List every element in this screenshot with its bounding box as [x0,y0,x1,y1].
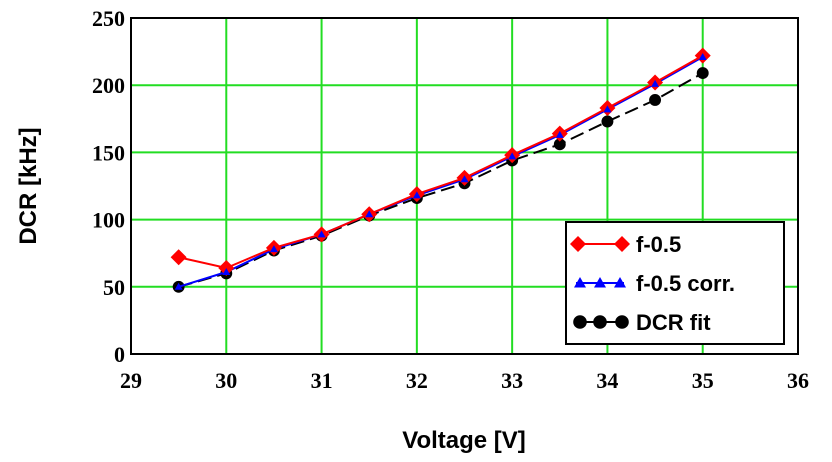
data-point-circle [573,315,587,329]
x-axis-title: Voltage [V] [402,427,526,454]
data-point-triangle [603,105,612,113]
series-group [170,47,711,293]
x-tick-label: 36 [787,368,809,393]
series-line [178,54,704,270]
data-point-circle [696,67,709,80]
data-point-circle [553,138,566,151]
data-point-circle [615,315,629,329]
legend-label: f-0.5 [636,232,681,257]
series-triangle-markers [174,52,707,290]
plot-frame [130,17,799,355]
x-tick-label: 33 [501,368,523,393]
y-tick-label: 150 [92,140,125,165]
y-tick-label: 100 [92,208,125,233]
x-tick-label: 31 [311,368,333,393]
x-tick-label: 30 [215,368,237,393]
y-tick-label: 50 [103,275,125,300]
y-tick-label: 250 [92,6,125,31]
series-line [178,72,704,288]
data-point-triangle [222,268,231,276]
data-point-triangle [460,175,469,183]
legend-label: f-0.5 corr. [636,271,735,296]
data-point-triangle [574,277,586,288]
series-f-0-5-corr- [178,56,704,288]
legend: f-0.5 f-0.5 corr. DCR fit [565,221,785,345]
series-line [178,56,704,288]
data-point-triangle [594,277,606,288]
x-tick-label: 34 [596,368,618,393]
data-point-triangle [508,152,517,160]
y-axis-title: DCR [kHz] [15,127,42,244]
data-point-triangle [412,191,421,199]
data-point-triangle [365,210,374,218]
y-tick-label: 0 [114,342,125,367]
data-point-diamond [218,259,235,276]
data-point-triangle [269,245,278,253]
x-tick-labels: 29 30 31 32 33 34 35 36 [120,368,809,393]
x-tick-label: 32 [406,368,428,393]
data-point-diamond [614,236,630,252]
data-point-circle [601,115,614,128]
data-point-triangle [555,130,564,138]
data-point-triangle [317,230,326,238]
data-point-circle [593,315,607,329]
x-tick-label: 35 [692,368,714,393]
data-point-triangle [698,52,707,60]
data-point-circle [649,94,662,106]
data-point-triangle [651,79,660,87]
y-tick-labels: 0 50 100 150 200 250 [92,6,125,367]
data-point-triangle [614,277,626,288]
y-tick-label: 200 [92,73,125,98]
x-tick-label: 29 [120,368,142,393]
data-point-diamond [170,249,187,266]
data-point-diamond [570,236,586,252]
legend-label: DCR fit [636,310,711,335]
data-point-triangle [174,282,183,290]
